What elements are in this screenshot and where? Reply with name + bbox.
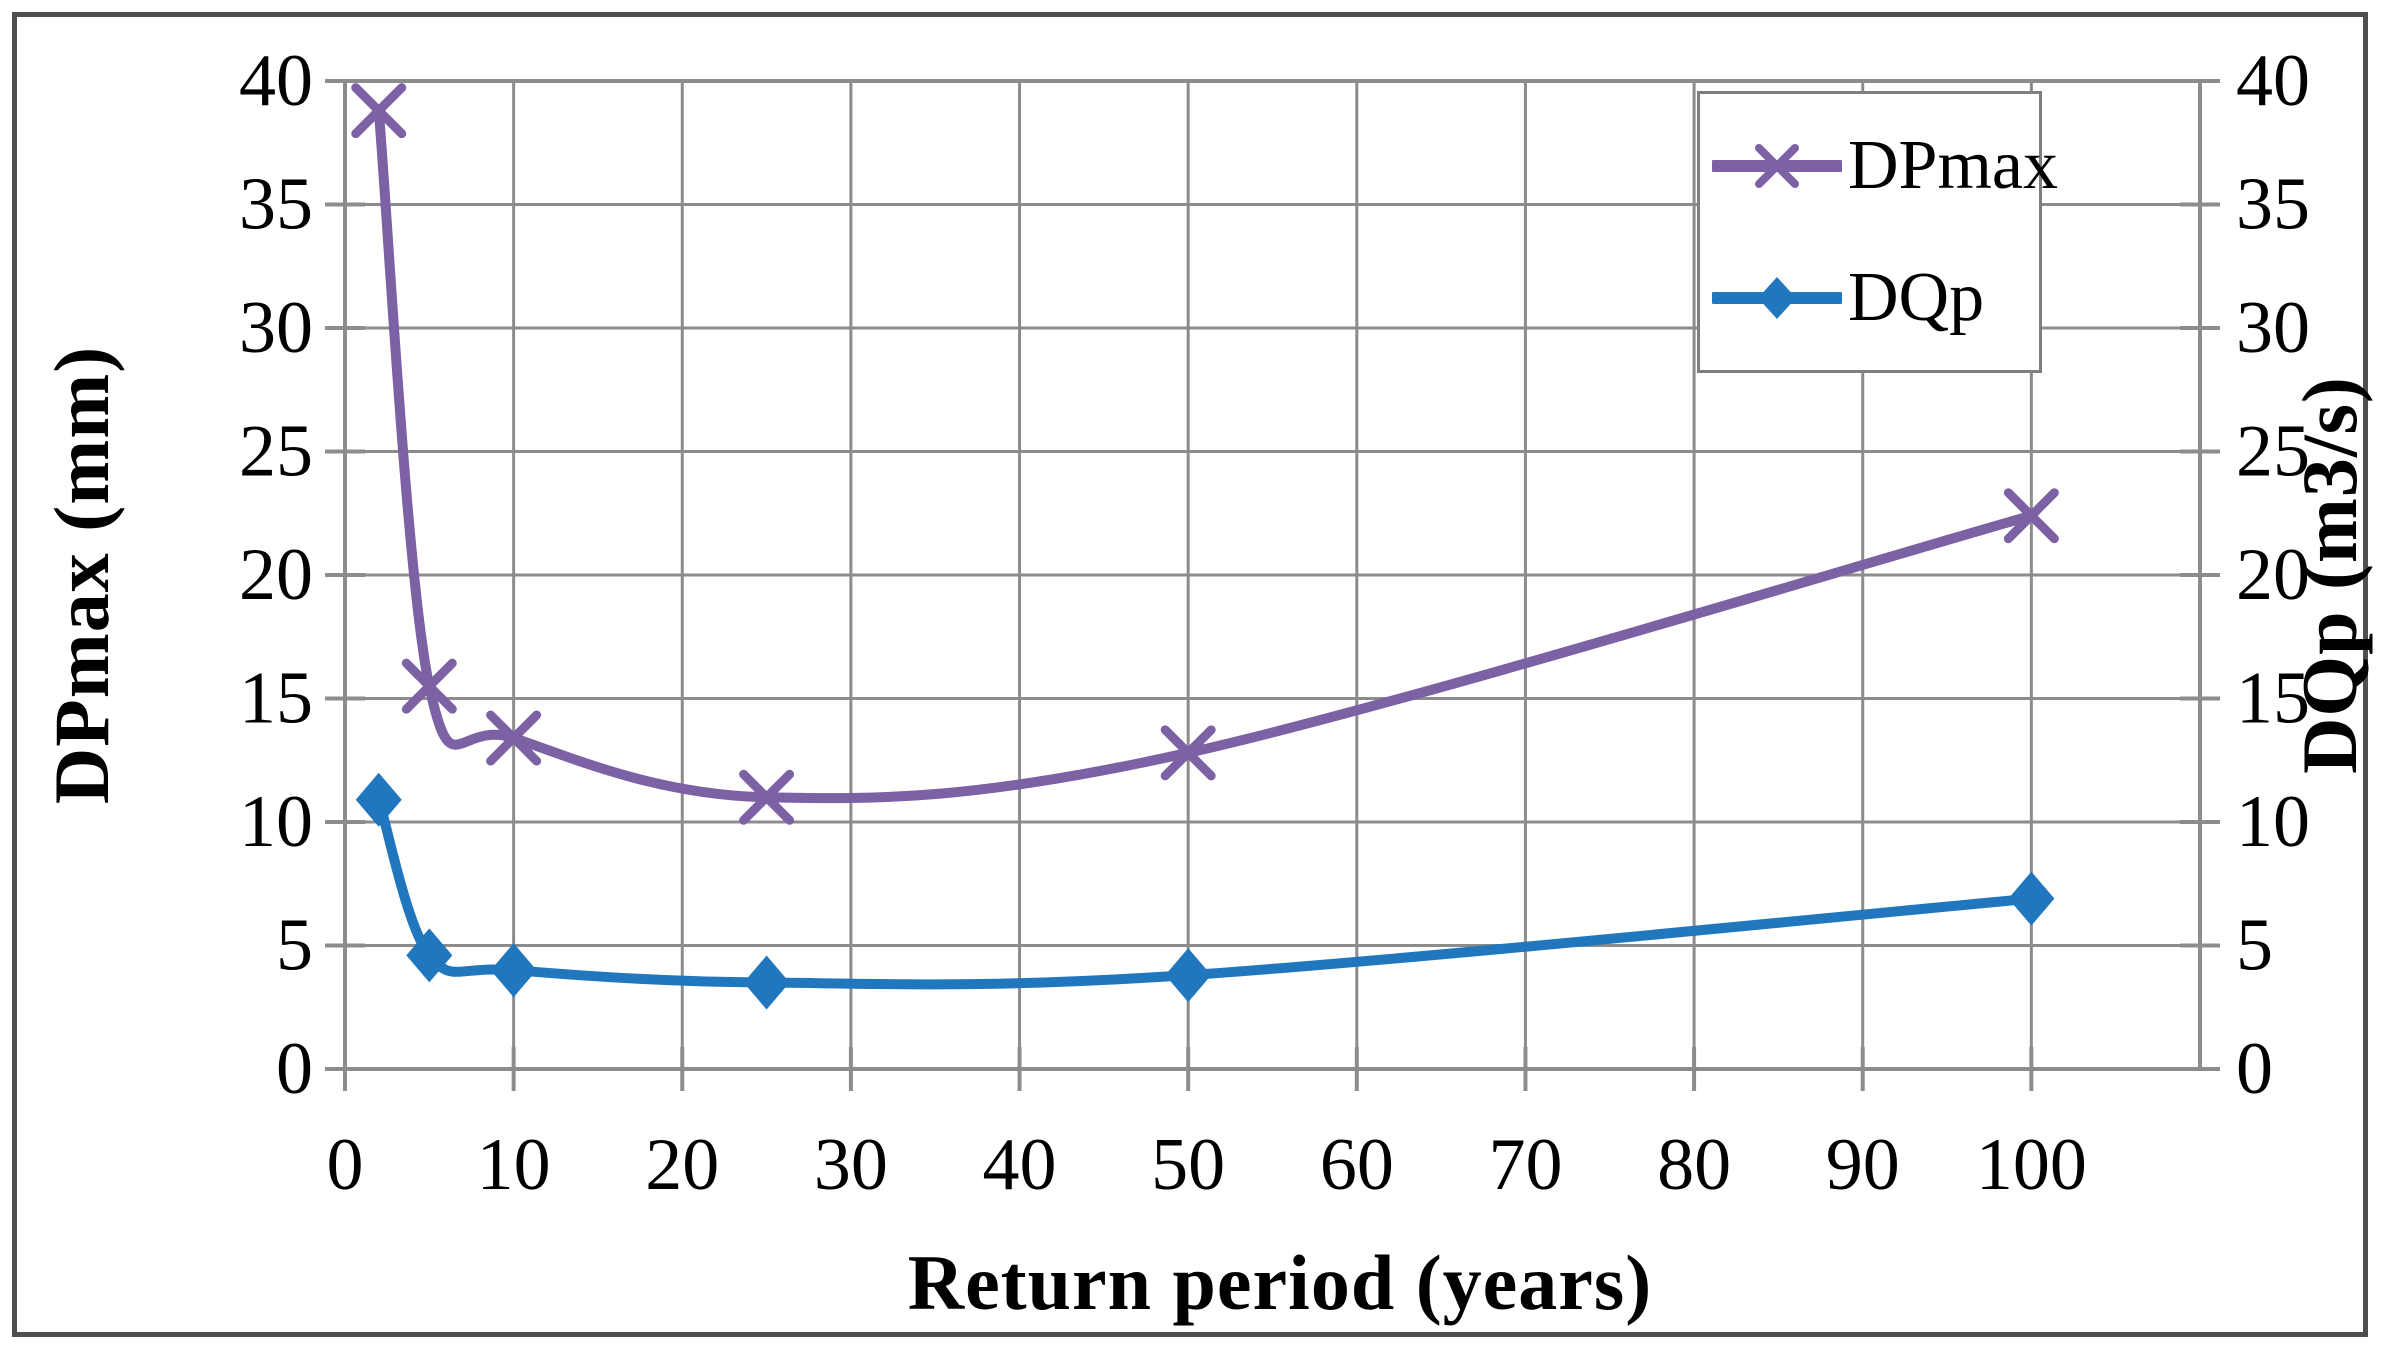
x-axis-tick-label: 20 [645, 1124, 719, 1206]
x-axis-tick-label: 50 [1151, 1124, 1225, 1206]
x-axis-title: Return period (years) [907, 1239, 1653, 1326]
dpmax-point-x50 [1160, 725, 1216, 781]
x-marker-icon [1712, 144, 1842, 188]
dqp-point-x50 [1165, 948, 1212, 1003]
left-axis-tick-label: 20 [239, 534, 313, 616]
dpmax-point-x5 [401, 658, 457, 714]
left-axis-tick-label: 25 [239, 411, 313, 493]
x-axis-tick-label: 80 [1657, 1124, 1731, 1206]
dpmax-point-x2 [351, 83, 407, 139]
right-axis-tick-label: 0 [2236, 1028, 2273, 1110]
diamond-marker-icon [1712, 277, 1842, 319]
right-axis-tick-label: 5 [2236, 905, 2273, 987]
legend: DPmax DQp [1697, 91, 2058, 373]
left-axis-tick-label: 40 [239, 40, 313, 122]
x-axis-tick-label: 30 [814, 1124, 888, 1206]
dqp-point-x100 [2008, 871, 2055, 926]
right-axis-tick-label: 20 [2236, 534, 2310, 616]
legend-marker-sample [1758, 277, 1796, 319]
left-axis-tick-label: 0 [276, 1028, 313, 1110]
x-axis-tick-label: 60 [1320, 1124, 1394, 1206]
x-axis-tick-label: 40 [983, 1124, 1057, 1206]
dpmax-point-x10 [486, 710, 542, 766]
x-axis-tick-label: 90 [1826, 1124, 1900, 1206]
legend-item-dpmax: DPmax [1712, 131, 2058, 201]
x-axis-tick-label: 100 [1976, 1124, 2087, 1206]
x-axis-tick-label: 10 [477, 1124, 551, 1206]
right-axis-tick-label: 35 [2236, 164, 2310, 246]
left-axis-title: DPmax (mm) [38, 345, 125, 805]
x-axis-tick-label: 0 [327, 1124, 364, 1206]
dpmax-point-x25 [739, 769, 795, 825]
right-axis-tick-label: 25 [2236, 411, 2310, 493]
dqp-point-x2 [355, 772, 402, 827]
legend-marker-sample [1755, 144, 1799, 188]
left-axis-tick-label: 5 [276, 905, 313, 987]
left-axis-tick-label: 35 [239, 164, 313, 246]
dpmax-point-x100 [2003, 488, 2059, 544]
series-line-dqp [373, 794, 2037, 990]
legend-label-dpmax: DPmax [1848, 127, 2058, 204]
dqp-point-x5 [406, 928, 453, 983]
x-axis-tick-label: 70 [1488, 1124, 1562, 1206]
left-axis-tick-label: 15 [239, 658, 313, 740]
right-axis-tick-label: 10 [2236, 781, 2310, 863]
left-axis-tick-label: 30 [239, 287, 313, 369]
right-axis-tick-label: 40 [2236, 40, 2310, 122]
dqp-point-x25 [743, 955, 790, 1010]
series-line-dpmax [373, 105, 2037, 804]
dqp-point-x10 [490, 943, 537, 998]
legend-label-dqp: DQp [1848, 259, 1985, 336]
left-axis-tick-label: 10 [239, 781, 313, 863]
legend-item-dqp: DQp [1712, 263, 2039, 333]
right-axis-tick-label: 30 [2236, 287, 2310, 369]
right-axis-title: DQp (m3/s) [2286, 376, 2373, 774]
right-axis-tick-label: 15 [2236, 658, 2310, 740]
